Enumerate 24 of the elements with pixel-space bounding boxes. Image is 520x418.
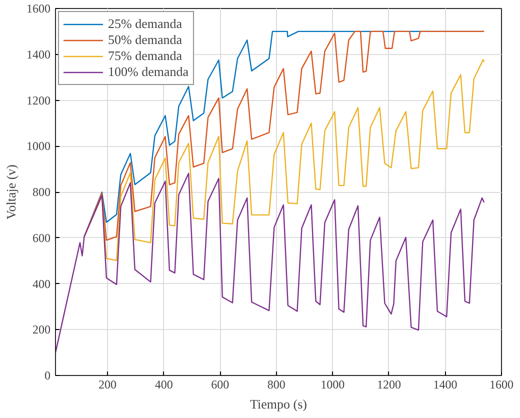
y-tick-label: 600 <box>32 230 50 245</box>
y-tick-label: 400 <box>32 276 50 291</box>
x-tick-label: 1400 <box>433 378 458 392</box>
line-series <box>56 172 485 354</box>
y-tick-label: 1400 <box>26 47 50 62</box>
y-tick-label: 0 <box>44 368 50 382</box>
x-tick-label: 600 <box>211 378 230 392</box>
x-tick-label: 200 <box>98 378 117 392</box>
y-tick-label: 1600 <box>26 2 50 16</box>
y-tick-label: 1200 <box>26 93 50 108</box>
y-tick-label: 800 <box>32 185 50 199</box>
x-axis-title: Tiempo (s) <box>250 396 307 412</box>
x-tick-label: 1600 <box>490 378 514 392</box>
y-tick-label: 200 <box>32 322 50 337</box>
legend-label: 25% demanda <box>108 16 182 32</box>
legend-label: 75% demanda <box>108 48 182 64</box>
x-tick-label: 800 <box>267 378 286 392</box>
x-tick-label: 1200 <box>376 378 401 392</box>
y-tick-label: 1000 <box>26 139 50 154</box>
x-tick-label: 1000 <box>320 378 345 392</box>
x-tick-label: 400 <box>154 378 173 392</box>
y-axis-title: Voltaje (v) <box>4 164 18 220</box>
legend-label: 100% demanda <box>108 64 189 80</box>
legend-label: 50% demanda <box>108 32 182 48</box>
